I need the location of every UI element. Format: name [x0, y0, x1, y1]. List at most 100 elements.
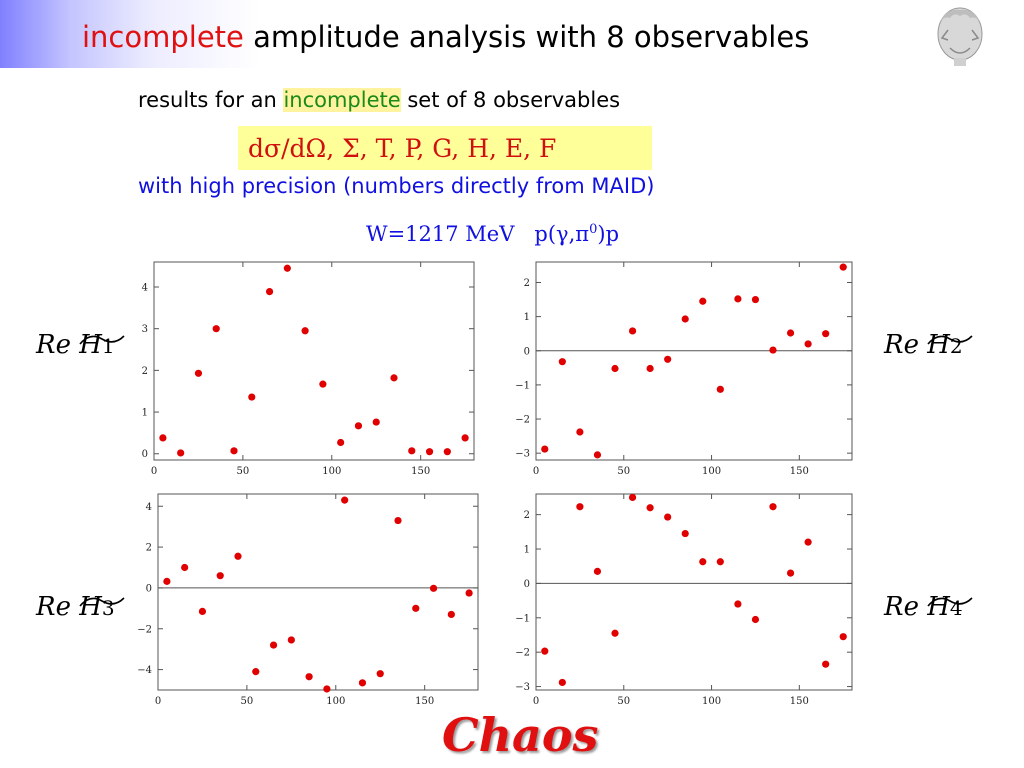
y-tick-label: 1 — [142, 408, 148, 419]
x-tick-label: 50 — [617, 696, 630, 707]
y-tick-label: 0 — [142, 449, 148, 460]
plot-frame — [153, 261, 475, 461]
plot-re-h2: 0 50 100 150 −3 −2 −1 0 1 2 — [515, 261, 853, 477]
y-tick-label: −1 — [515, 613, 530, 624]
y-tick-label: 4 — [146, 502, 152, 513]
label-text: Re H — [884, 330, 950, 360]
data-point — [628, 327, 637, 335]
title-bar — [0, 0, 1024, 68]
janus-head-logo-icon — [937, 7, 983, 66]
data-point — [319, 380, 327, 388]
label-re-h1: Re H1 — [36, 330, 125, 360]
x-tick-label: 50 — [241, 696, 254, 707]
data-point — [822, 660, 830, 668]
label-text: Re H — [884, 592, 950, 622]
plot-frame — [535, 493, 853, 691]
results-line: results for an incomplete set of 8 obser… — [138, 88, 620, 112]
tilde-icon — [79, 335, 125, 345]
data-point — [681, 315, 689, 323]
data-point — [283, 264, 291, 272]
data-point — [198, 607, 207, 615]
data-point — [341, 496, 349, 504]
x-tick-label: 0 — [151, 466, 157, 477]
x-tick-label: 150 — [790, 466, 809, 477]
data-point — [394, 516, 402, 525]
observables-box — [238, 126, 652, 170]
data-point — [429, 584, 438, 592]
data-point — [465, 589, 473, 597]
y-tick-label: 2 — [142, 366, 148, 377]
plot-frame — [157, 493, 479, 691]
data-point — [593, 567, 602, 575]
y-tick-label: 0 — [524, 579, 530, 590]
y-tick-label: 2 — [524, 278, 530, 289]
data-point — [839, 263, 847, 271]
y-tick-label: 2 — [524, 510, 530, 521]
y-tick-label: −2 — [515, 415, 530, 426]
data-point — [611, 629, 619, 637]
data-point — [287, 636, 295, 644]
footer-chaos: Chaos — [442, 708, 599, 762]
data-point — [461, 434, 469, 442]
data-point — [664, 513, 672, 521]
data-point — [252, 668, 260, 676]
data-point — [751, 295, 760, 304]
tilde-icon — [927, 335, 973, 345]
data-point — [337, 438, 345, 447]
energy-label: W=1217 MeV p(γ,π0)p — [366, 222, 620, 246]
y-tick-label: 0 — [146, 583, 152, 594]
tilde-icon — [79, 597, 125, 607]
data-point — [699, 297, 707, 305]
data-point — [181, 563, 189, 572]
data-point — [628, 493, 637, 502]
data-point — [646, 504, 654, 512]
x-tick-label: 50 — [617, 466, 630, 477]
data-point — [734, 295, 742, 303]
plot-re-h1: 0 50 100 150 0 1 2 3 4 — [142, 261, 475, 477]
data-point — [681, 529, 689, 538]
data-point — [425, 448, 434, 456]
x-tick-label: 100 — [322, 466, 341, 477]
data-point — [593, 451, 602, 459]
data-point — [265, 287, 274, 296]
data-point — [839, 633, 847, 641]
title-highlight: incomplete — [82, 20, 244, 54]
y-tick-label: −1 — [515, 380, 530, 391]
data-point — [269, 641, 278, 649]
y-tick-label: −4 — [137, 665, 152, 676]
data-point — [822, 330, 830, 338]
y-tick-label: 4 — [142, 283, 148, 294]
data-point — [734, 600, 742, 608]
observables-list: dσ/dΩ, Σ, T, P, G, H, E, F — [248, 134, 557, 163]
data-point — [390, 374, 398, 382]
y-tick-label: −2 — [137, 624, 152, 635]
label-re-h2: Re H2 — [884, 330, 973, 360]
data-point — [716, 385, 724, 393]
data-point — [576, 503, 584, 511]
slide-title: incomplete amplitude analysis with 8 obs… — [82, 20, 809, 54]
data-point — [769, 503, 777, 511]
data-point — [558, 358, 566, 366]
y-tick-label: 1 — [524, 312, 530, 323]
data-point — [248, 393, 256, 401]
label-re-h3: Re H3 — [36, 592, 125, 622]
data-point — [786, 329, 795, 337]
plot-frame — [535, 261, 853, 461]
data-point — [163, 577, 171, 585]
data-point — [376, 670, 384, 678]
data-point — [576, 428, 584, 436]
results-prefix: results for an — [138, 88, 284, 112]
data-point — [541, 647, 549, 655]
label-re-h4: Re H4 — [884, 592, 973, 622]
plot-re-h3: 0 50 100 150 −4 −2 0 2 4 — [137, 493, 479, 707]
data-point — [611, 364, 619, 373]
data-point — [372, 418, 380, 426]
y-tick-label: −3 — [515, 682, 530, 693]
data-point — [804, 340, 812, 348]
data-point — [323, 685, 331, 693]
data-point — [234, 552, 242, 560]
y-tick-label: 1 — [524, 545, 530, 556]
x-tick-label: 0 — [533, 696, 539, 707]
x-tick-label: 100 — [702, 696, 721, 707]
data-point — [664, 355, 672, 363]
